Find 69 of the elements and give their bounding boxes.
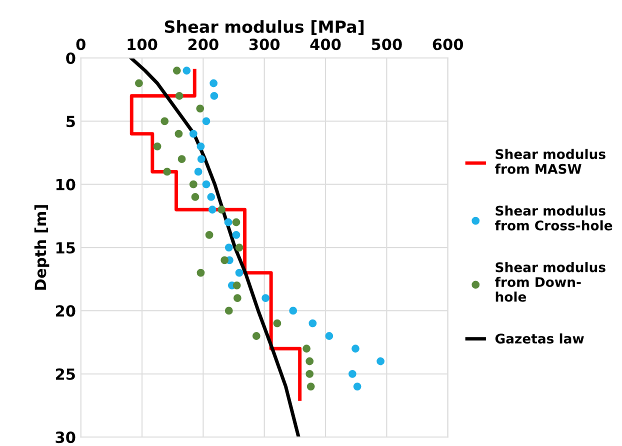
point [224, 244, 233, 252]
point [235, 268, 244, 277]
point [348, 370, 356, 378]
x-tick-label: 0 [76, 38, 86, 50]
point [202, 117, 210, 126]
x-tick-label: 400 [310, 38, 341, 50]
x-tick-label: 100 [128, 38, 158, 50]
y-tick-label: 5 [66, 116, 75, 128]
point [273, 319, 282, 328]
point [194, 168, 202, 176]
point [153, 142, 162, 150]
point [262, 294, 270, 302]
point [218, 206, 226, 214]
point [210, 92, 218, 100]
point [163, 168, 172, 176]
point [232, 230, 240, 239]
y-tick-label: 0 [66, 52, 76, 64]
point [306, 382, 315, 390]
x-tick-label: 300 [249, 38, 280, 50]
legend-label: Gazetas law [495, 333, 584, 344]
point [376, 357, 385, 366]
point [224, 218, 232, 226]
point [325, 332, 334, 340]
point [306, 370, 314, 378]
point [306, 357, 314, 366]
point [196, 142, 205, 150]
point [232, 218, 240, 226]
legend-label: Shear modulus from MASW [495, 148, 606, 174]
point [191, 193, 200, 201]
point [352, 344, 360, 353]
point [196, 268, 205, 277]
point [252, 332, 260, 340]
point [353, 382, 362, 390]
y-tick-label: 30 [56, 432, 76, 444]
point [172, 66, 181, 75]
point [160, 117, 169, 126]
point [202, 180, 210, 188]
point [210, 79, 218, 88]
y-tick-label: 10 [56, 178, 76, 190]
legend-label: Shear modulus from Down- hole [495, 262, 606, 302]
point [189, 180, 198, 188]
point [220, 256, 229, 264]
y-axis-title: Depth [m] [34, 205, 50, 290]
y-tick-label: 25 [56, 368, 75, 380]
x-tick-label: 500 [372, 38, 402, 50]
x-tick-label: 200 [188, 38, 218, 50]
point [224, 306, 233, 315]
x-axis-title: Shear modulus [MPa] [164, 20, 364, 35]
y-tick-label: 15 [56, 242, 75, 254]
y-tick-label: 20 [56, 305, 76, 317]
point [207, 193, 216, 201]
point [233, 294, 242, 302]
point [135, 79, 143, 88]
point [189, 130, 198, 138]
x-tick-label: 600 [432, 38, 464, 50]
point [289, 306, 298, 315]
point [178, 155, 186, 164]
legend-label: Shear modulus from Cross-hole [495, 205, 612, 230]
point [175, 92, 184, 100]
point [235, 244, 244, 252]
point [197, 155, 206, 164]
point [232, 281, 241, 290]
point [182, 66, 191, 75]
point [196, 104, 204, 112]
point [308, 319, 317, 328]
point [174, 130, 183, 138]
point [208, 206, 216, 214]
point [205, 230, 214, 239]
point [302, 344, 311, 353]
